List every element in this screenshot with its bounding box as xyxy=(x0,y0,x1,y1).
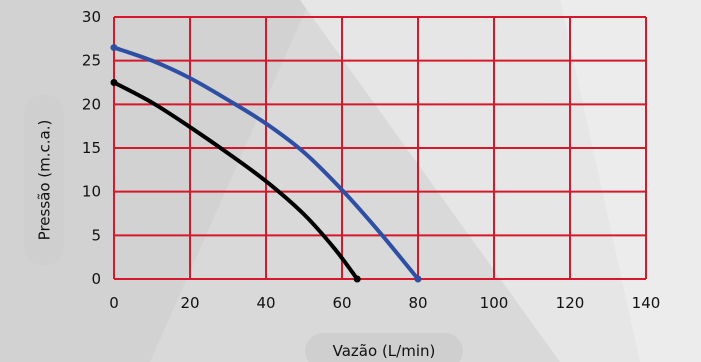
y-tick-label: 10 xyxy=(82,183,101,201)
y-tick-label: 25 xyxy=(82,52,101,70)
y-tick-label: 0 xyxy=(91,270,101,288)
x-axis-label: Vazão (L/min) xyxy=(305,333,463,362)
series-endpoint-0 xyxy=(414,275,422,283)
y-tick-label: 15 xyxy=(82,139,101,157)
x-tick-label: 140 xyxy=(632,294,661,312)
y-axis-ticks: 0 5 10 15 20 25 30 xyxy=(82,8,101,288)
x-tick-label: 60 xyxy=(332,294,351,312)
series-endpoint-1 xyxy=(353,275,361,283)
x-tick-label: 40 xyxy=(256,294,275,312)
series-endpoint-1 xyxy=(110,79,118,86)
x-tick-label: 120 xyxy=(556,294,585,312)
y-axis-label: Pressão (m.c.a.) xyxy=(24,95,64,265)
x-axis-label-text: Vazão (L/min) xyxy=(332,342,436,360)
series-endpoint-0 xyxy=(110,44,118,52)
y-tick-label: 20 xyxy=(82,95,101,113)
x-tick-label: 100 xyxy=(480,294,509,312)
x-tick-label: 0 xyxy=(109,294,119,312)
x-tick-label: 80 xyxy=(408,294,427,312)
y-tick-label: 5 xyxy=(91,226,101,244)
x-tick-label: 20 xyxy=(180,294,199,312)
series-line-1 xyxy=(112,80,360,281)
chart-series xyxy=(110,44,422,283)
y-tick-label: 30 xyxy=(82,8,101,26)
x-axis-ticks: 0 20 40 60 80 100 120 140 xyxy=(109,294,660,312)
chart-grid xyxy=(113,16,647,280)
y-axis-label-text: Pressão (m.c.a.) xyxy=(35,119,53,241)
series-line-0 xyxy=(112,45,420,281)
